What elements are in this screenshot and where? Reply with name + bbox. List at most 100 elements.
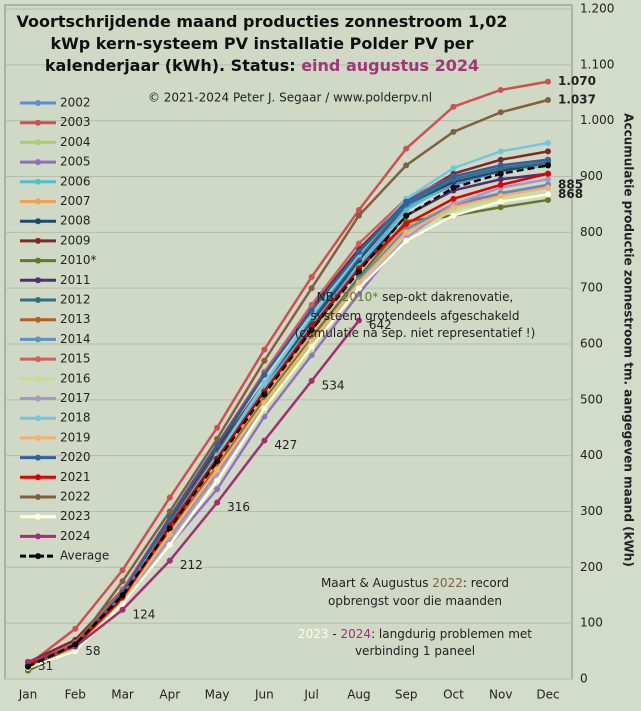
y-tick-label: 400: [580, 448, 603, 462]
x-tick-label: Jun: [254, 688, 274, 702]
legend-label: 2020: [60, 450, 91, 464]
data-point: [308, 377, 315, 384]
data-point: [119, 578, 126, 585]
data-point: [214, 466, 221, 473]
data-point: [450, 173, 457, 180]
data-point: [450, 212, 457, 219]
data-point: [355, 268, 362, 275]
note: 2023 - 2024: langdurig problemen met: [298, 627, 532, 641]
data-point: [545, 156, 551, 163]
data-point: [545, 176, 551, 183]
data-point: [261, 405, 268, 412]
x-tick-label: Nov: [489, 688, 512, 702]
legend-label: 2009: [60, 233, 91, 247]
note: opbrengst voor die maanden: [328, 594, 502, 608]
legend-dot: [35, 316, 41, 323]
data-point: [545, 97, 551, 104]
data-label: 58: [85, 644, 100, 658]
chart-title-part: Voortschrijdende maand producties zonnes…: [17, 12, 508, 31]
data-point: [308, 327, 315, 334]
data-point: [119, 592, 126, 599]
legend-dot: [35, 277, 41, 284]
y-tick-label: 0: [580, 672, 588, 686]
data-point: [261, 391, 268, 398]
y-tick-label: 200: [580, 560, 603, 574]
data-point: [308, 352, 315, 359]
legend-label: 2012: [60, 293, 91, 307]
data-point: [450, 103, 457, 110]
x-tick-label: Mar: [111, 688, 134, 702]
legend-label: 2022: [60, 490, 91, 504]
data-point: [166, 525, 173, 532]
data-point: [545, 184, 551, 191]
chart-title: kalenderjaar (kWh). Status: eind augustu…: [45, 56, 479, 75]
data-point: [545, 191, 551, 198]
data-point: [403, 237, 410, 244]
data-point: [308, 285, 315, 292]
data-point: [450, 128, 457, 135]
legend-label: 2006: [60, 174, 91, 188]
chart-title: Voortschrijdende maand producties zonnes…: [17, 12, 508, 31]
y-tick-label: 300: [580, 504, 603, 518]
note: verbinding 1 paneel: [355, 644, 475, 658]
data-label: 868: [558, 187, 583, 201]
data-label: 642: [369, 318, 392, 332]
data-point: [403, 145, 410, 152]
note: NB: 2010* sep-okt dakrenovatie,: [317, 290, 514, 304]
legend-dot: [35, 100, 41, 106]
legend-label: 2008: [60, 214, 91, 228]
legend-label: Average: [60, 549, 109, 563]
legend-label: 2024: [60, 529, 91, 543]
data-point: [72, 648, 79, 655]
data-point: [403, 198, 410, 205]
data-label: 1.070: [558, 74, 596, 88]
data-point: [355, 317, 362, 324]
legend-dot: [35, 513, 41, 520]
x-tick-label: Dec: [536, 688, 559, 702]
note-part: opbrengst voor die maanden: [328, 594, 502, 608]
data-label: 1.037: [558, 93, 596, 107]
data-point: [545, 162, 551, 169]
data-point: [497, 193, 504, 200]
data-point: [497, 109, 504, 116]
note-part: systeem grotendeels afgeschakeld: [311, 309, 520, 323]
data-point: [166, 508, 173, 515]
legend-label: 2013: [60, 312, 91, 326]
legend-dot: [35, 415, 41, 422]
data-point: [497, 204, 504, 211]
legend-dot: [35, 297, 41, 303]
x-tick-label: Jul: [303, 688, 318, 702]
data-point: [355, 240, 362, 247]
chart-title-part: kWp kern-systeem PV installatie Polder P…: [50, 34, 473, 53]
data-point: [545, 78, 551, 85]
legend-label: 2002: [60, 96, 91, 110]
note: (cumulatie na sep. niet representatief !…: [295, 326, 536, 340]
note-part: NB:: [317, 290, 342, 304]
y-axis-label: Accumulatie productie zonnestroom tm. aa…: [622, 113, 636, 567]
data-point: [119, 600, 126, 607]
data-point: [214, 458, 221, 465]
note-part: : record: [463, 576, 509, 590]
x-tick-label: Oct: [443, 688, 464, 702]
y-tick-label: 800: [580, 225, 603, 239]
data-label: 31: [38, 659, 53, 673]
legend-dot: [35, 494, 41, 500]
legend-dot: [35, 474, 41, 481]
note-part: 2023: [298, 627, 329, 641]
data-point: [545, 148, 551, 155]
data-point: [166, 557, 173, 564]
legend-dot: [35, 553, 41, 560]
series-line: [27, 186, 549, 669]
note-part: verbinding 1 paneel: [355, 644, 475, 658]
data-point: [355, 207, 362, 213]
legend-dot: [35, 336, 41, 343]
data-point: [450, 195, 457, 202]
data-point: [214, 435, 221, 442]
note-part: -: [329, 627, 341, 641]
data-point: [355, 285, 362, 292]
legend-dot: [35, 237, 41, 244]
note-part: 2024: [341, 627, 372, 641]
data-point: [403, 162, 410, 169]
data-point: [545, 196, 551, 203]
data-point: [450, 184, 457, 191]
